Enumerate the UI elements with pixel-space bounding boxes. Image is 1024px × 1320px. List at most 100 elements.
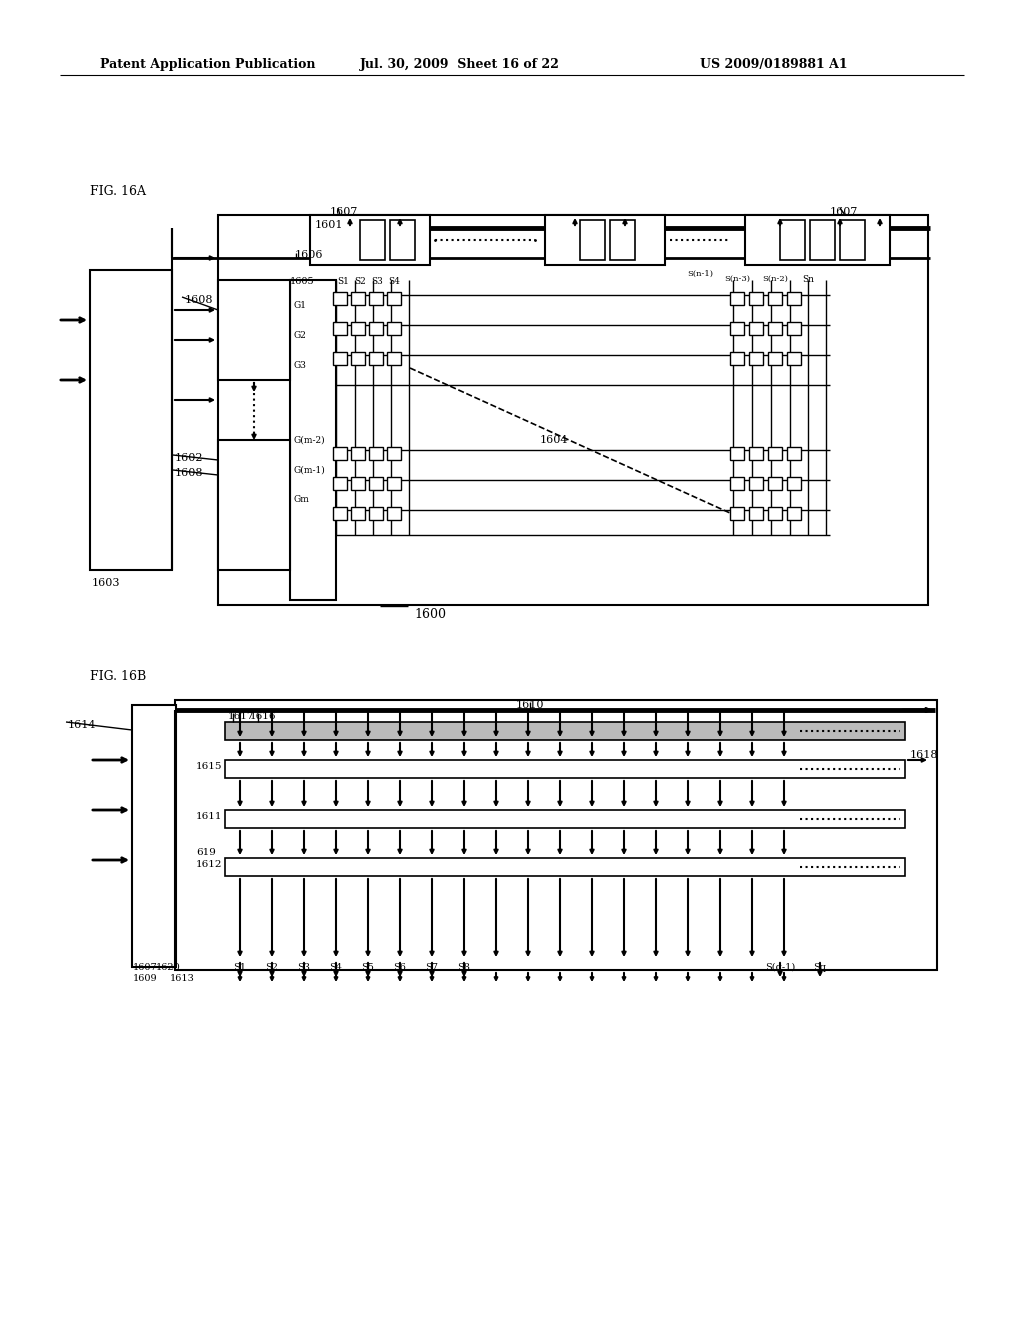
Text: S2: S2: [354, 277, 366, 286]
Text: S1: S1: [233, 964, 247, 972]
Bar: [351, 507, 365, 520]
Bar: [749, 447, 763, 459]
Bar: [387, 292, 401, 305]
Text: FIG. 16A: FIG. 16A: [90, 185, 146, 198]
Bar: [369, 292, 383, 305]
Bar: [730, 447, 744, 459]
Text: 1612: 1612: [196, 861, 222, 869]
Text: Gm: Gm: [294, 495, 310, 504]
Text: 1608: 1608: [175, 469, 204, 478]
Bar: [545, 215, 665, 265]
Text: 1604: 1604: [540, 436, 568, 445]
Text: Sq: Sq: [813, 964, 826, 972]
Text: S7: S7: [426, 964, 438, 972]
Text: S8: S8: [458, 964, 470, 972]
Bar: [333, 477, 347, 490]
Bar: [787, 322, 801, 335]
Text: S5: S5: [361, 964, 375, 972]
Bar: [351, 352, 365, 366]
Bar: [310, 215, 430, 265]
Bar: [225, 722, 905, 741]
Bar: [840, 220, 865, 260]
Bar: [387, 447, 401, 459]
Text: 1615: 1615: [196, 762, 222, 771]
Bar: [780, 220, 805, 260]
Bar: [768, 292, 782, 305]
Bar: [730, 352, 744, 366]
Bar: [369, 447, 383, 459]
Text: 1607: 1607: [330, 207, 358, 216]
Text: 1618: 1618: [910, 750, 939, 760]
Bar: [580, 220, 605, 260]
Text: 1613: 1613: [170, 974, 195, 983]
Text: FIG. 16B: FIG. 16B: [90, 671, 146, 682]
Bar: [225, 858, 905, 876]
Text: S6: S6: [393, 964, 407, 972]
Bar: [730, 477, 744, 490]
Bar: [175, 700, 937, 970]
Bar: [610, 220, 635, 260]
Bar: [387, 507, 401, 520]
Bar: [333, 322, 347, 335]
Text: 1610: 1610: [516, 700, 544, 710]
Text: 1620: 1620: [156, 964, 181, 972]
Text: S3: S3: [298, 964, 310, 972]
Bar: [90, 271, 172, 570]
Bar: [749, 292, 763, 305]
Bar: [768, 447, 782, 459]
Bar: [390, 220, 415, 260]
Text: S(n-2): S(n-2): [762, 275, 787, 282]
Bar: [369, 477, 383, 490]
Text: 1602: 1602: [175, 453, 204, 463]
Bar: [360, 220, 385, 260]
Bar: [132, 705, 176, 968]
Text: 1609: 1609: [133, 974, 158, 983]
Text: G3: G3: [294, 360, 307, 370]
Bar: [787, 292, 801, 305]
Text: G(m-2): G(m-2): [294, 436, 326, 445]
Bar: [768, 477, 782, 490]
Text: S2: S2: [265, 964, 279, 972]
Bar: [351, 292, 365, 305]
Text: G2: G2: [294, 330, 307, 339]
Bar: [333, 447, 347, 459]
Text: 1607: 1607: [133, 964, 158, 972]
Text: S(n-1): S(n-1): [687, 271, 713, 279]
Text: 1600: 1600: [414, 609, 446, 620]
Bar: [369, 507, 383, 520]
Bar: [369, 352, 383, 366]
Bar: [225, 760, 905, 777]
Text: 1605: 1605: [290, 277, 314, 286]
Bar: [333, 292, 347, 305]
Bar: [730, 507, 744, 520]
Bar: [787, 352, 801, 366]
Bar: [749, 352, 763, 366]
Bar: [218, 215, 928, 605]
Bar: [749, 507, 763, 520]
Bar: [768, 352, 782, 366]
Bar: [787, 447, 801, 459]
Text: G1: G1: [294, 301, 307, 309]
Bar: [810, 220, 835, 260]
Text: 1614: 1614: [68, 719, 96, 730]
Bar: [768, 322, 782, 335]
Text: S4: S4: [330, 964, 342, 972]
Text: S4: S4: [388, 277, 400, 286]
Text: 1601: 1601: [315, 220, 343, 230]
Text: Patent Application Publication: Patent Application Publication: [100, 58, 315, 71]
Bar: [387, 322, 401, 335]
Bar: [369, 322, 383, 335]
Text: S(n-3): S(n-3): [724, 275, 750, 282]
Text: 1617: 1617: [228, 711, 255, 721]
Bar: [225, 810, 905, 828]
Text: S(q-1): S(q-1): [765, 964, 795, 972]
Text: 1611: 1611: [196, 812, 222, 821]
Bar: [218, 280, 290, 380]
Bar: [745, 215, 890, 265]
Bar: [290, 280, 336, 601]
Bar: [787, 507, 801, 520]
Bar: [333, 507, 347, 520]
Text: G(m-1): G(m-1): [294, 466, 326, 474]
Text: 1608: 1608: [185, 294, 213, 305]
Text: S3: S3: [371, 277, 383, 286]
